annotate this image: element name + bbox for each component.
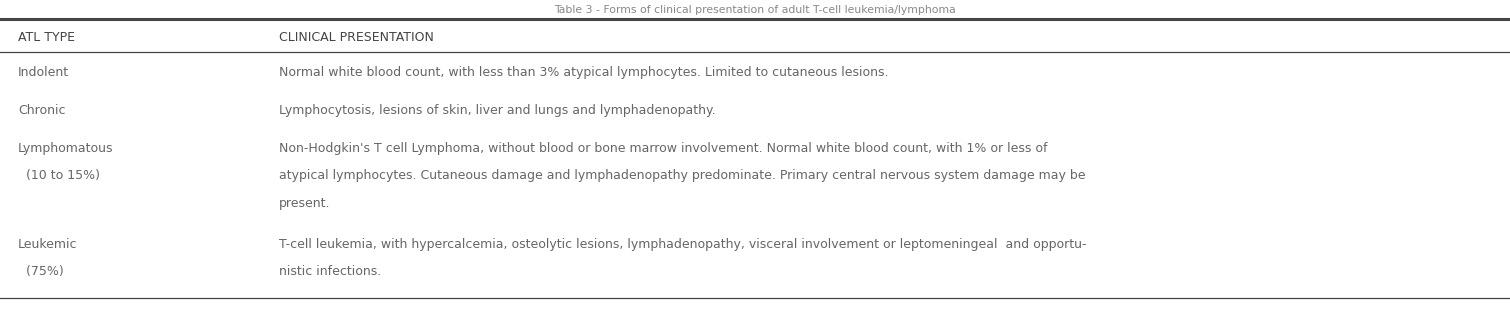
- Text: T-cell leukemia, with hypercalcemia, osteolytic lesions, lymphadenopathy, viscer: T-cell leukemia, with hypercalcemia, ost…: [279, 238, 1087, 251]
- Text: CLINICAL PRESENTATION: CLINICAL PRESENTATION: [279, 31, 435, 44]
- Text: ATL TYPE: ATL TYPE: [18, 31, 76, 44]
- Text: nistic infections.: nistic infections.: [279, 265, 382, 278]
- Text: Table 3 - Forms of clinical presentation of adult T-cell leukemia/lymphoma: Table 3 - Forms of clinical presentation…: [554, 5, 956, 15]
- Text: present.: present.: [279, 197, 331, 210]
- Text: Chronic: Chronic: [18, 104, 65, 117]
- Text: Lymphomatous: Lymphomatous: [18, 142, 113, 155]
- Text: Lymphocytosis, lesions of skin, liver and lungs and lymphadenopathy.: Lymphocytosis, lesions of skin, liver an…: [279, 104, 716, 117]
- Text: (75%): (75%): [18, 265, 63, 278]
- Text: atypical lymphocytes. Cutaneous damage and lymphadenopathy predominate. Primary : atypical lymphocytes. Cutaneous damage a…: [279, 169, 1086, 182]
- Text: Normal white blood count, with less than 3% atypical lymphocytes. Limited to cut: Normal white blood count, with less than…: [279, 66, 889, 79]
- Text: Leukemic: Leukemic: [18, 238, 77, 251]
- Text: Indolent: Indolent: [18, 66, 69, 79]
- Text: Non-Hodgkin's T cell Lymphoma, without blood or bone marrow involvement. Normal : Non-Hodgkin's T cell Lymphoma, without b…: [279, 142, 1048, 155]
- Text: (10 to 15%): (10 to 15%): [18, 169, 100, 182]
